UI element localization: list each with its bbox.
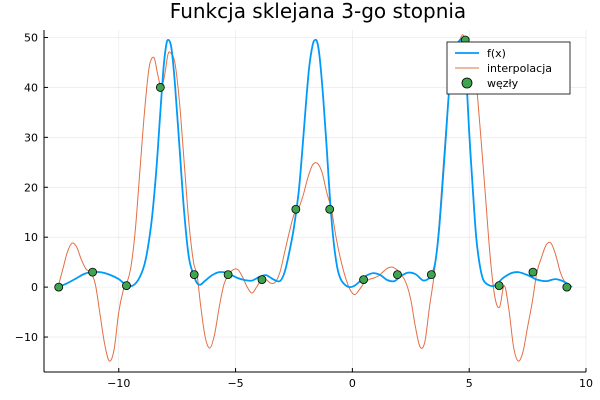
node-point	[223, 270, 233, 280]
node-point	[494, 281, 504, 291]
legend-label: węzły	[487, 77, 519, 90]
x-tick-label: 0	[349, 377, 356, 390]
node-point	[257, 275, 267, 285]
node-point	[189, 270, 199, 280]
node-point	[393, 270, 402, 280]
y-tick-label: 0	[31, 281, 38, 294]
x-tick-label: 10	[579, 377, 593, 390]
chart-title: Funkcja sklejana 3-go stopnia	[170, 0, 466, 23]
y-tick-label: 10	[24, 231, 38, 244]
node-point	[54, 282, 64, 292]
x-tick-label: −5	[227, 377, 243, 390]
legend-label: interpolacja	[487, 62, 552, 75]
legend-swatch	[461, 77, 473, 89]
y-tick-label: 40	[24, 81, 38, 94]
legend: f(x) interpolacja węzły	[446, 41, 571, 95]
x-tick-label: −10	[107, 377, 130, 390]
series-layer	[54, 34, 573, 362]
node-point	[562, 282, 572, 292]
node-point	[528, 267, 538, 277]
node-point	[325, 204, 335, 214]
axes	[43, 30, 587, 373]
x-tick-label: 5	[466, 377, 473, 390]
y-tick-label: 20	[24, 181, 38, 194]
node-point	[426, 270, 436, 280]
node-point	[155, 83, 165, 92]
node-point	[88, 267, 97, 277]
y-tick-label: 50	[24, 31, 38, 44]
node-point	[359, 275, 368, 285]
legend-label: f(x)	[487, 47, 506, 60]
node-point	[291, 204, 301, 214]
tick-labels: −10 −5 0 5 10 −10 0 10 20 30 40 50	[15, 31, 593, 390]
y-tick-label: 30	[24, 131, 38, 144]
y-tick-label: −10	[15, 331, 38, 344]
interpolation-line	[57, 34, 573, 362]
f-line	[57, 38, 573, 289]
node-point	[122, 281, 131, 291]
